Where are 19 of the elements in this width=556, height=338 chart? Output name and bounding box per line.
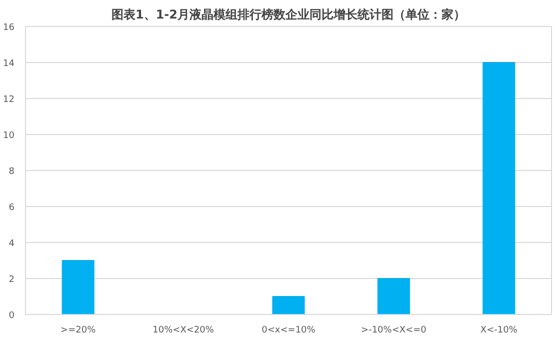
bar (272, 296, 305, 314)
y-tick-label: 0 (8, 311, 15, 321)
y-tick-label: 4 (8, 239, 15, 249)
bar (377, 278, 410, 314)
x-tick-label: >=20% (60, 326, 96, 336)
bar (62, 260, 94, 314)
y-tick-label: 10 (3, 131, 15, 141)
chart-title: 图表1、1-2月液晶模组排行榜数企业同比增长统计图（单位：家） (111, 8, 466, 22)
x-tick-label: X<-10% (480, 326, 518, 336)
x-tick-label: >-10%<X<=0 (361, 326, 427, 336)
y-tick-label: 6 (8, 203, 15, 213)
y-tick-label: 16 (3, 23, 15, 33)
x-tick-label: 10%<X<20% (152, 326, 214, 336)
y-tick-label: 2 (8, 275, 15, 285)
bar (482, 62, 516, 314)
y-tick-label: 14 (3, 59, 15, 69)
x-tick-label: 0<x<=10% (262, 326, 316, 336)
y-tick-label: 8 (8, 167, 15, 177)
y-tick-label: 12 (3, 95, 14, 105)
